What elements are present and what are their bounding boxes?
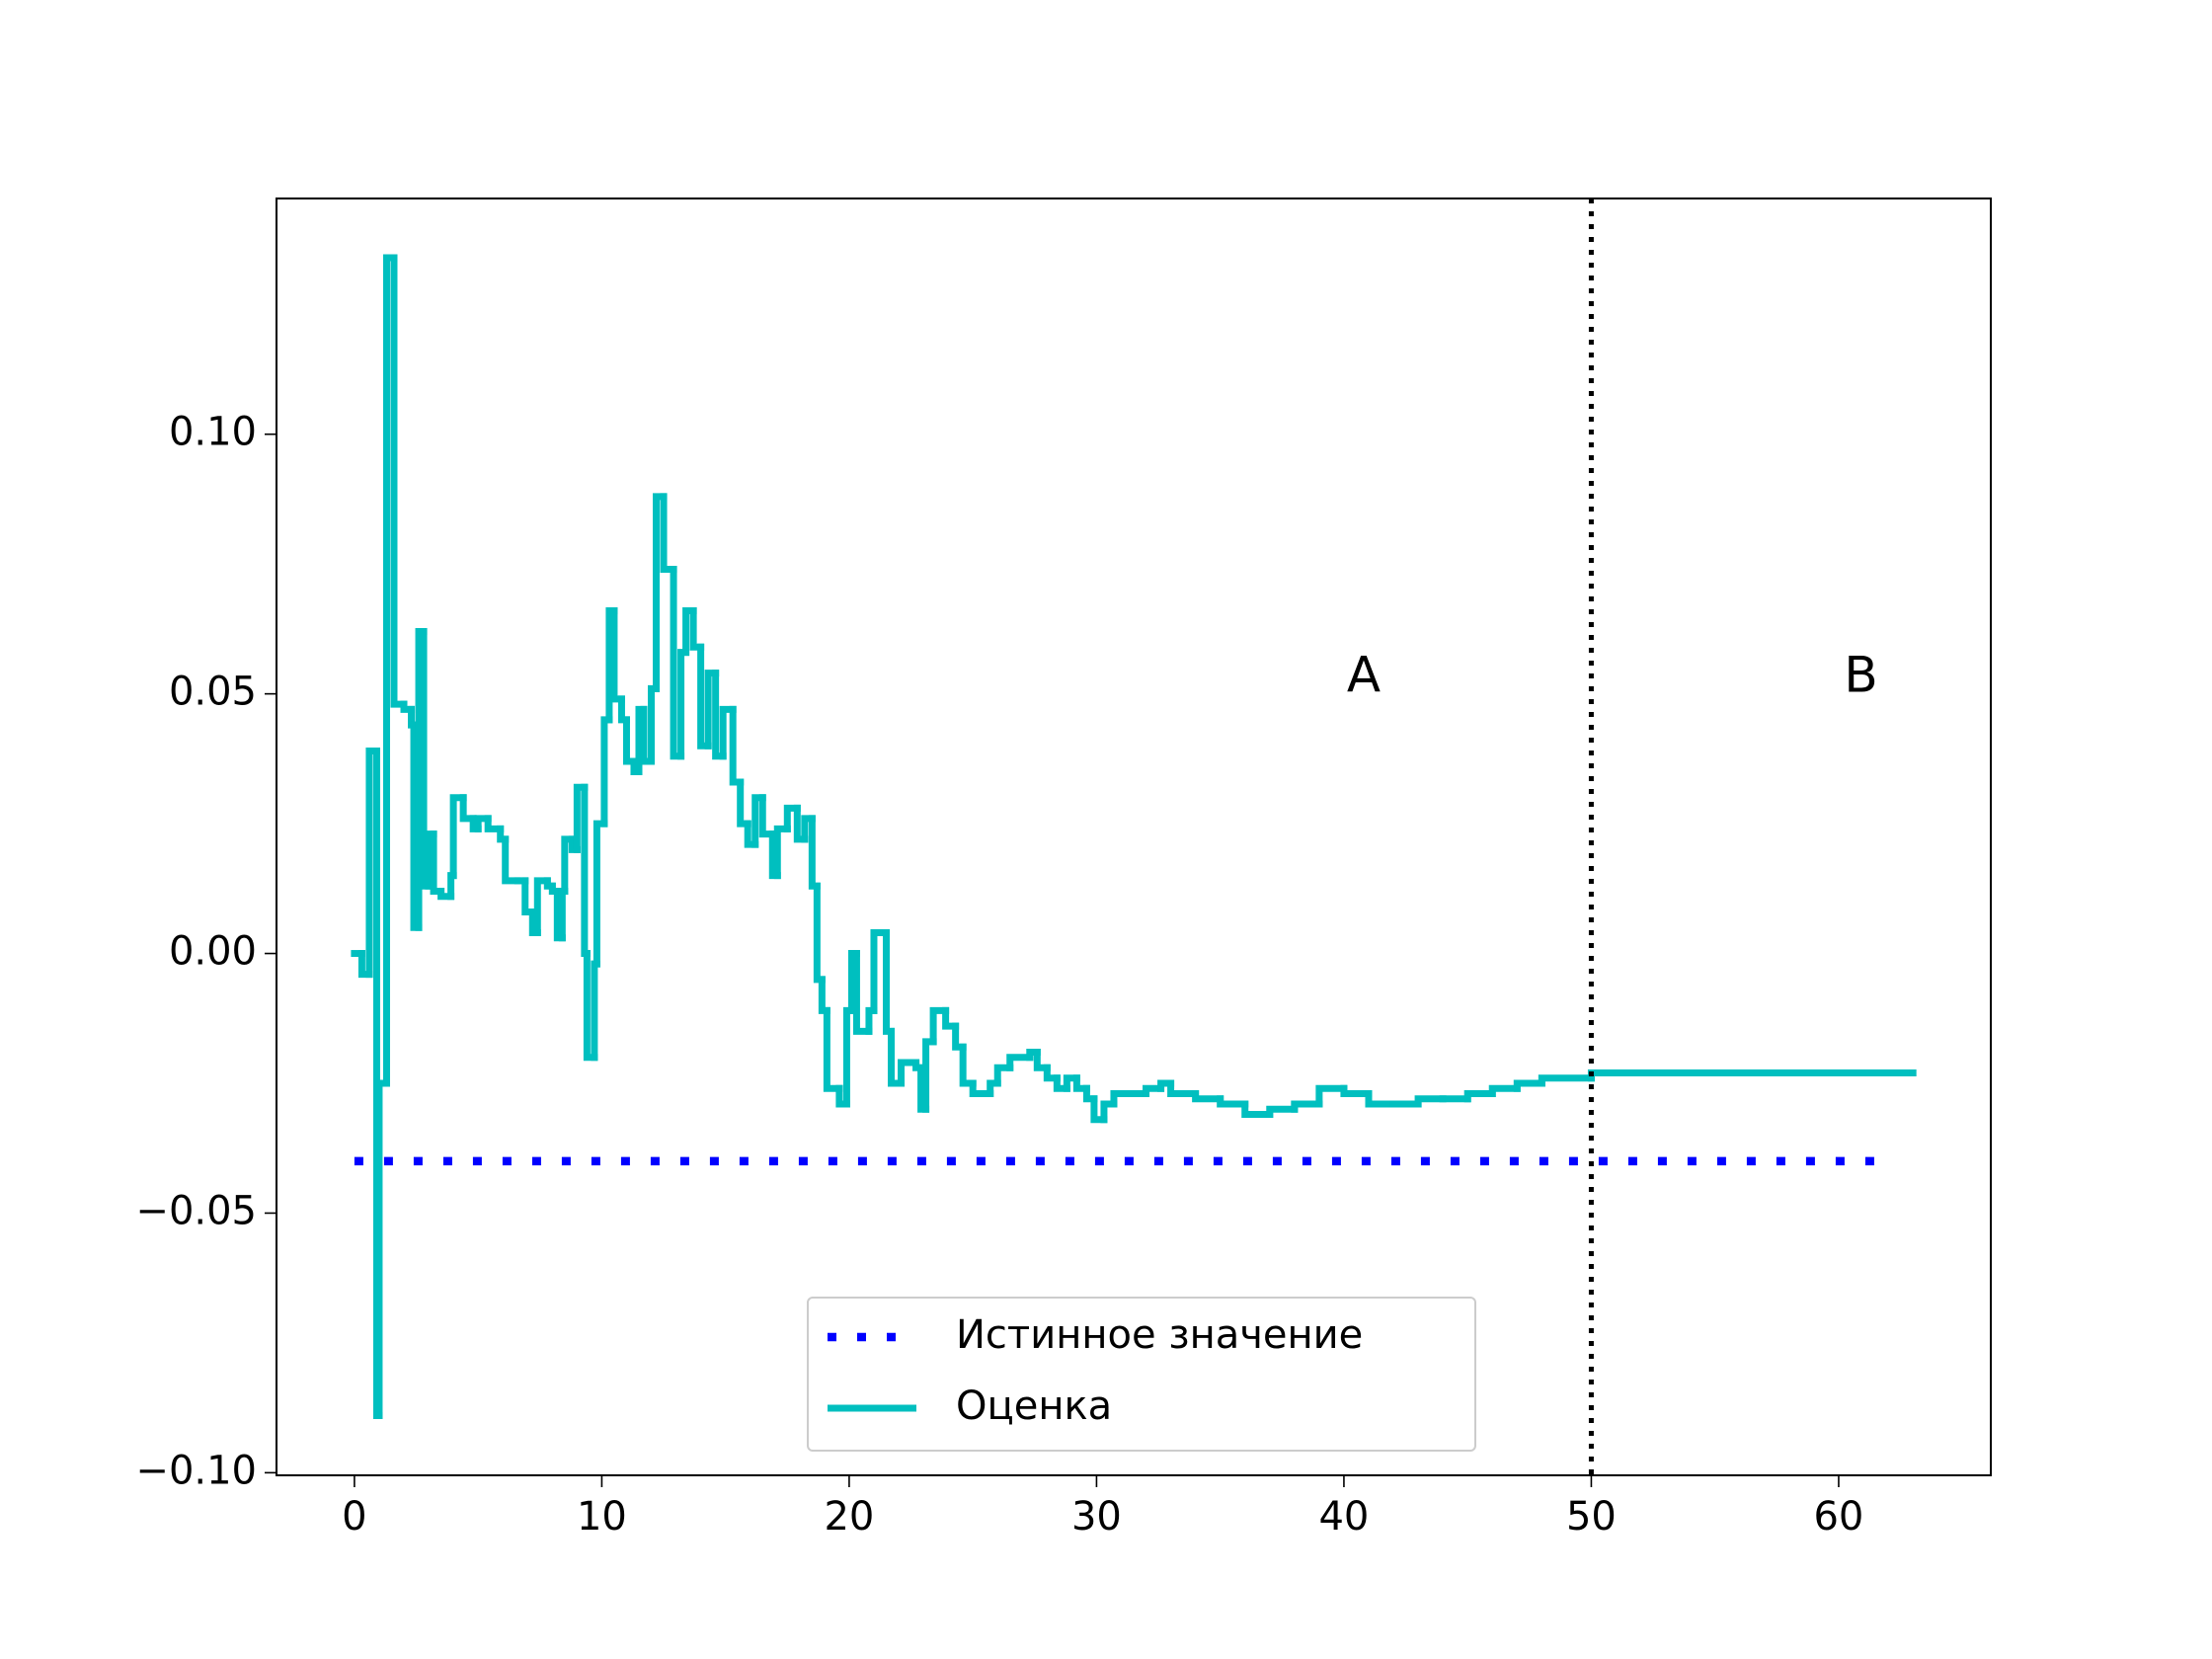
step-segment xyxy=(1315,1084,1348,1108)
annotation: A xyxy=(1347,646,1381,703)
step-segment xyxy=(1340,1084,1373,1098)
step-segment xyxy=(813,882,826,984)
step-segment xyxy=(1488,1084,1521,1098)
step-segment xyxy=(842,1006,855,1108)
step-segment xyxy=(870,929,890,1014)
step-segment xyxy=(818,976,830,1014)
step-segment xyxy=(758,794,776,838)
step-segment xyxy=(1217,1095,1249,1108)
step-segment xyxy=(959,1043,977,1087)
step-segment xyxy=(689,607,705,651)
step-segment xyxy=(1167,1079,1200,1098)
step-segment xyxy=(737,778,751,828)
y-tick-label: 0.10 xyxy=(169,410,257,455)
step-segment xyxy=(729,705,745,786)
x-tick-label: 40 xyxy=(1318,1494,1369,1540)
step-segment xyxy=(1241,1100,1274,1119)
step-segment xyxy=(677,649,690,760)
step-segment xyxy=(773,825,791,880)
y-tick-label: 0.05 xyxy=(169,670,257,715)
step-segment xyxy=(1365,1090,1397,1108)
legend-box xyxy=(807,1297,1476,1452)
step-segment xyxy=(581,783,591,958)
step-segment xyxy=(1414,1095,1447,1108)
x-tick-label: 60 xyxy=(1813,1494,1863,1540)
step-segment xyxy=(898,1059,920,1087)
step-segment xyxy=(502,835,521,885)
legend-label: Истинное значение xyxy=(956,1312,1363,1358)
step-segment xyxy=(1463,1090,1496,1103)
step-segment xyxy=(521,877,536,915)
step-segment xyxy=(1192,1090,1224,1103)
plot-frame xyxy=(276,198,1992,1476)
step-segment xyxy=(600,716,613,828)
step-segment xyxy=(993,1064,1014,1087)
x-tick-label: 20 xyxy=(824,1494,874,1540)
step-segment xyxy=(1110,1090,1133,1108)
step-segment xyxy=(922,1038,937,1113)
step-segment xyxy=(882,929,896,1035)
step-segment xyxy=(610,607,625,703)
step-segment xyxy=(1538,1074,1595,1087)
x-tick-label: 30 xyxy=(1071,1494,1122,1540)
step-segment xyxy=(390,254,408,708)
annotation: B xyxy=(1844,646,1877,703)
step-segment xyxy=(823,1006,843,1092)
step-segment xyxy=(808,815,821,890)
y-tick-label: −0.10 xyxy=(135,1448,257,1493)
step-segment xyxy=(852,950,873,1035)
step-segment xyxy=(558,887,569,942)
step-segment xyxy=(969,1079,994,1098)
step-segment xyxy=(929,1006,950,1046)
legend-label: Оценка xyxy=(956,1383,1112,1429)
step-segment xyxy=(1513,1079,1545,1092)
y-tick-label: −0.05 xyxy=(135,1188,257,1233)
step-segment xyxy=(375,1079,390,1420)
step-segment xyxy=(660,493,677,573)
y-tick-label: 0.00 xyxy=(169,929,257,975)
step-segment xyxy=(484,815,505,832)
step-segment xyxy=(648,684,661,765)
x-tick-label: 50 xyxy=(1566,1494,1617,1540)
x-tick-label: 0 xyxy=(342,1494,366,1540)
step-segment xyxy=(1587,1068,1917,1082)
step-segment xyxy=(592,820,608,968)
plot-area xyxy=(351,254,1917,1420)
x-tick-label: 10 xyxy=(577,1494,627,1540)
step-segment xyxy=(591,960,600,1062)
step-segment xyxy=(1266,1105,1299,1119)
step-segment xyxy=(1143,1084,1165,1098)
step-segment xyxy=(430,830,445,895)
step-segment xyxy=(1006,1054,1034,1071)
step-segment xyxy=(622,716,638,765)
step-segment xyxy=(1291,1100,1323,1113)
